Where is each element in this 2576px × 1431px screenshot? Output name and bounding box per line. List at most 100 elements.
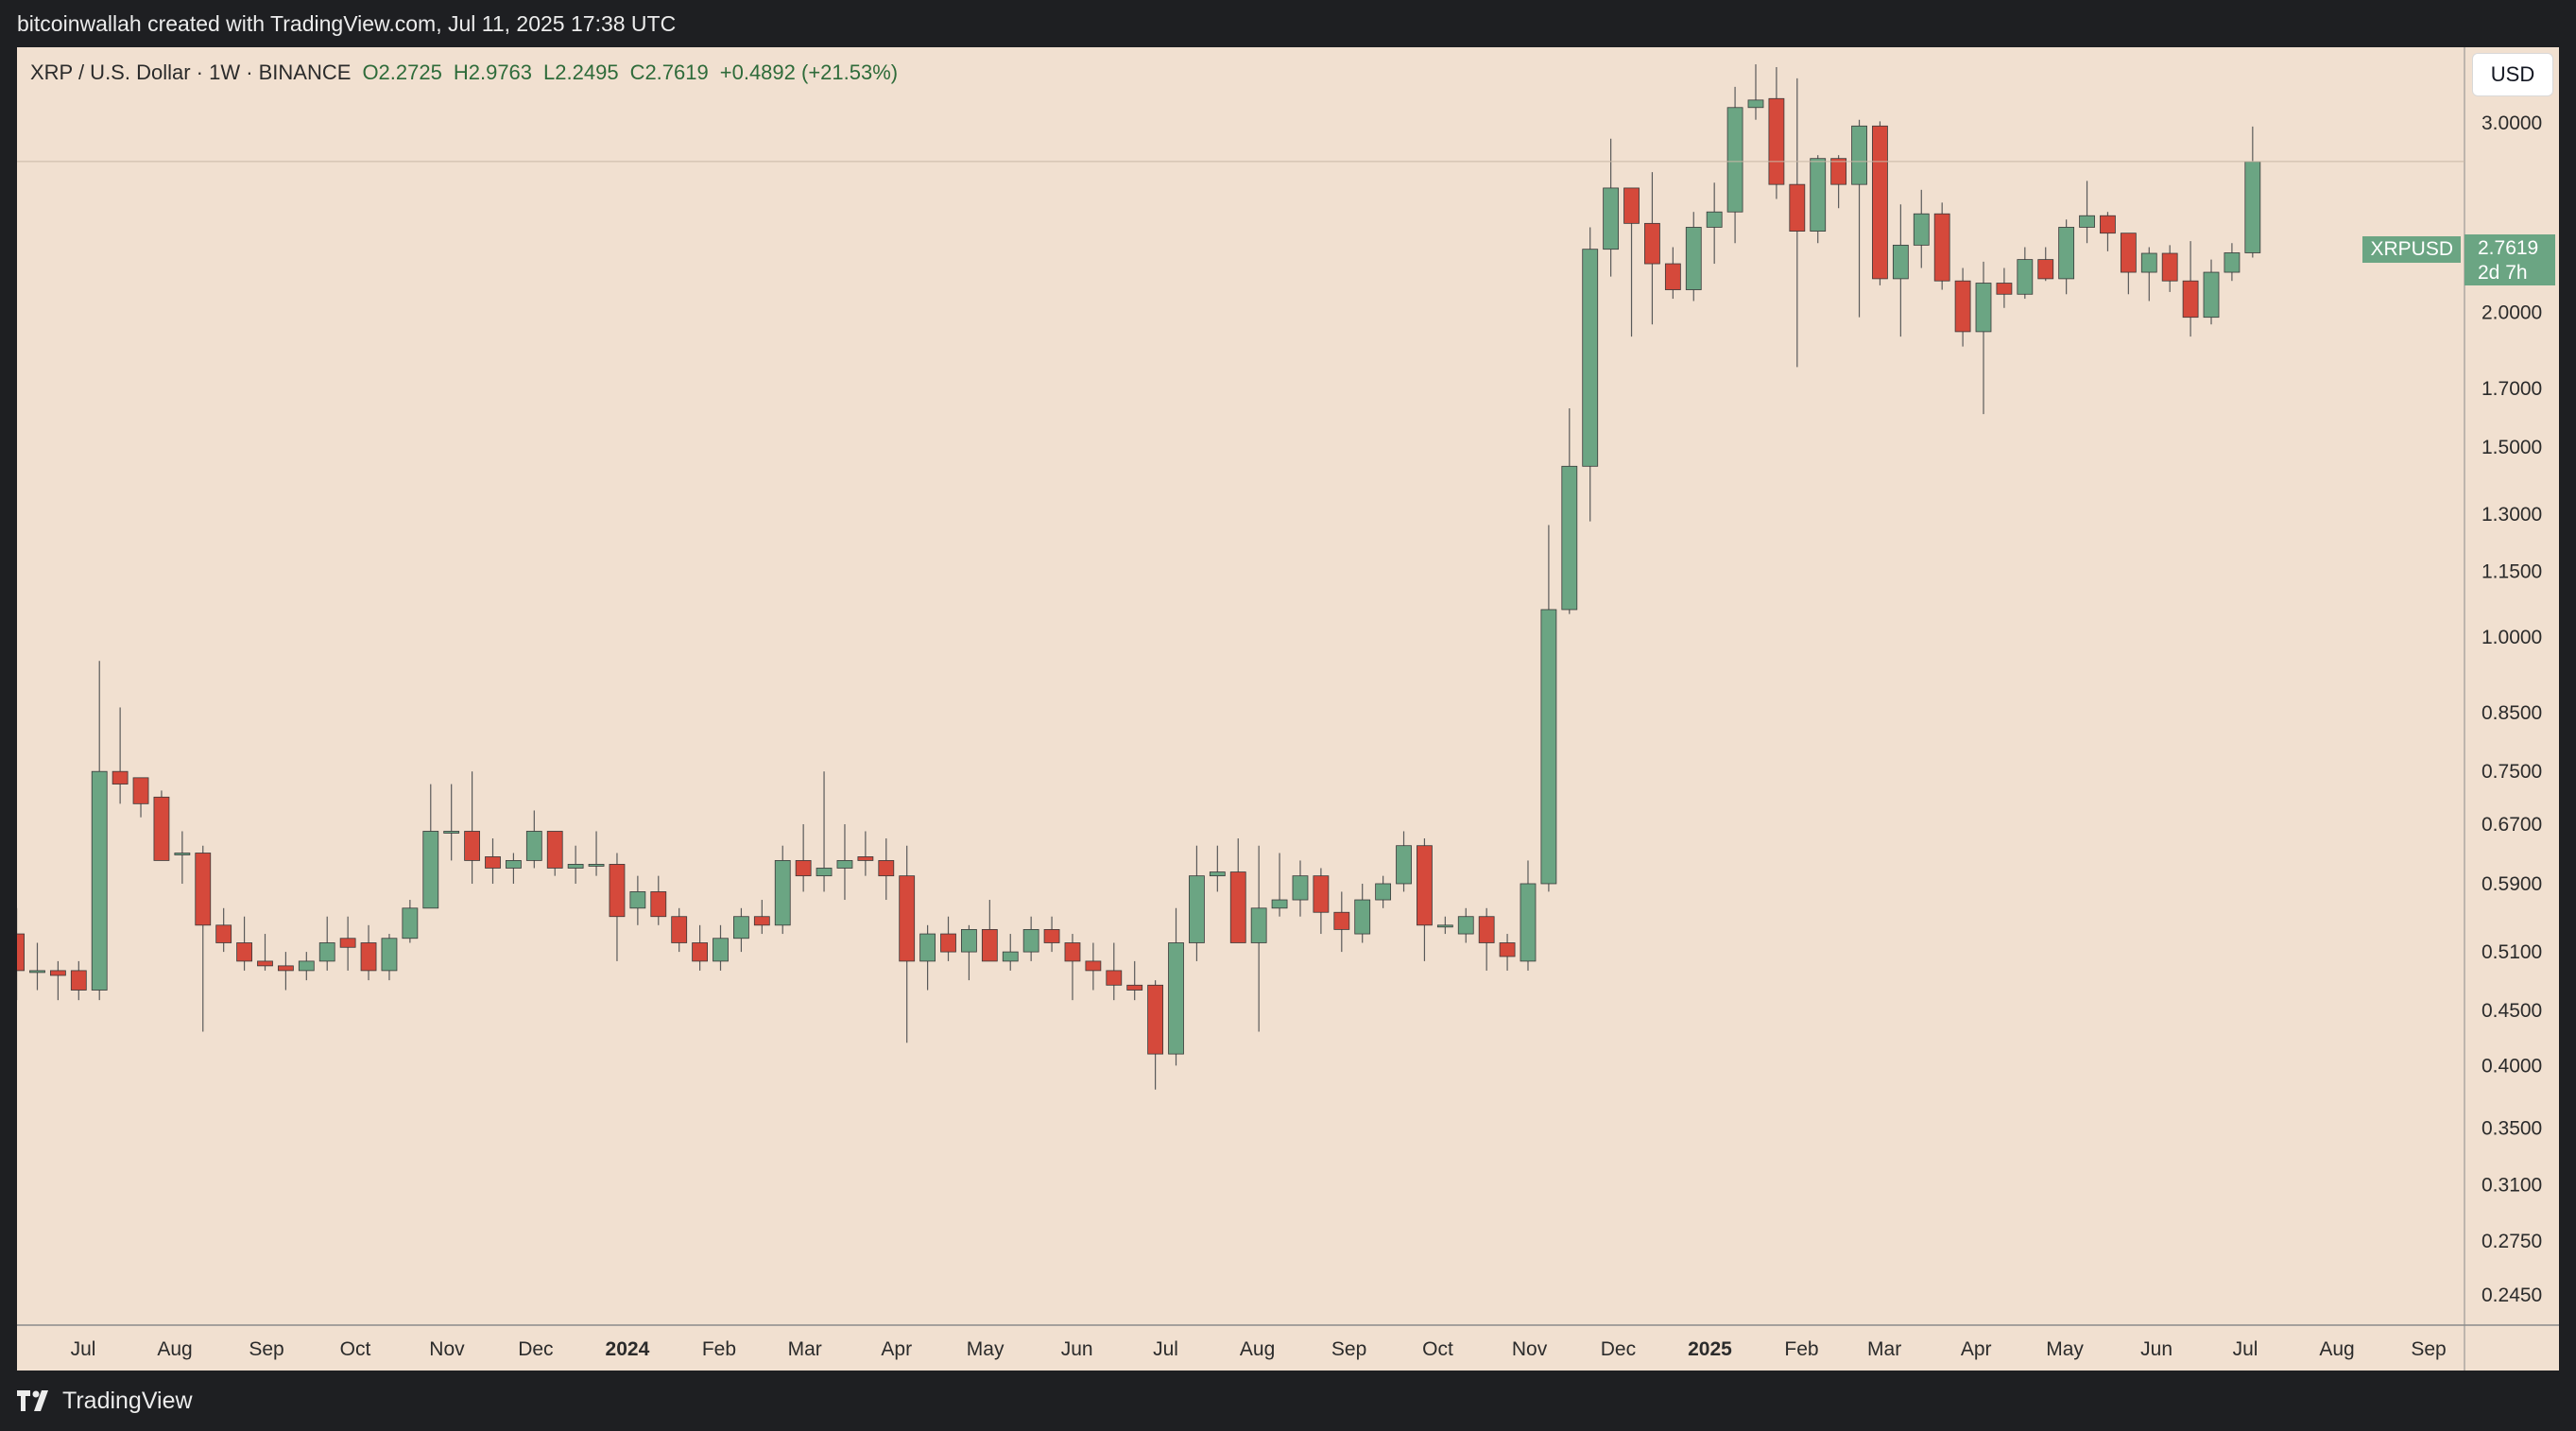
candle-body — [1830, 158, 1847, 185]
candle — [1085, 942, 1102, 991]
candle — [816, 771, 833, 892]
time-tick-label: Jul — [2233, 1338, 2258, 1360]
candle-body — [1913, 213, 1930, 246]
time-tick-label: Dec — [1601, 1338, 1636, 1360]
candle-body — [1126, 984, 1143, 991]
price-tick-label: 0.5900 — [2482, 873, 2542, 895]
candle — [795, 824, 812, 892]
candle — [70, 960, 87, 1001]
time-tick-label: Jul — [1153, 1338, 1178, 1360]
candle — [298, 952, 315, 981]
close-value: C2.7619 — [629, 60, 709, 84]
currency-button[interactable]: USD — [2472, 53, 2553, 96]
price-axis[interactable]: 3.80003.40003.00002.30002.00001.70001.50… — [2482, 47, 2542, 1306]
candle-body — [1043, 929, 1060, 943]
candle — [257, 934, 273, 971]
candle-body — [1396, 845, 1412, 885]
candle-body — [816, 868, 833, 877]
candle-body — [733, 916, 749, 940]
candle — [1209, 845, 1226, 892]
time-tick-label: May — [967, 1338, 1005, 1360]
candle — [1436, 916, 1453, 935]
candle — [132, 777, 149, 818]
candle — [1499, 934, 1516, 971]
candle-body — [464, 831, 480, 861]
price-tick-label: 1.3000 — [2482, 504, 2542, 526]
candle-body — [298, 960, 315, 972]
time-tick-label: Mar — [1867, 1338, 1901, 1360]
candle-body — [318, 942, 335, 962]
candles-layer — [17, 64, 2261, 1090]
candle-body — [1333, 911, 1350, 930]
candle-body — [2017, 259, 2034, 295]
time-tick-label: Oct — [1422, 1338, 1453, 1360]
time-tick-label: Sep — [2411, 1338, 2446, 1360]
candle-body — [671, 916, 688, 943]
candle — [1457, 907, 1474, 943]
candle — [1996, 267, 2013, 308]
candle-body — [1561, 465, 1578, 611]
time-tick-label: Nov — [1512, 1338, 1548, 1360]
time-axis[interactable]: Jul Aug Sep Oct Nov Dec 2024 Feb Mar Apr May Jun Jul… — [71, 1338, 2447, 1360]
candle — [546, 831, 563, 876]
candle — [485, 838, 501, 884]
candle-body — [1106, 970, 1123, 986]
candle — [1313, 868, 1330, 935]
candle-body — [1644, 222, 1660, 265]
candle — [1292, 860, 1309, 917]
candle-body — [443, 831, 460, 834]
candle-body — [1726, 107, 1743, 213]
change-value: +0.4892 (+21.53%) — [719, 60, 899, 84]
price-tick-label: 1.1500 — [2482, 561, 2542, 583]
candle — [961, 924, 977, 981]
candle — [236, 916, 252, 971]
candle-body — [713, 938, 729, 962]
price-tick-label: 0.7500 — [2482, 761, 2542, 783]
candle — [2058, 219, 2075, 295]
candle-body — [1002, 951, 1019, 962]
candle — [1354, 883, 1371, 943]
candle-body — [629, 891, 646, 909]
candle — [422, 784, 439, 909]
candle-body — [1996, 283, 2013, 295]
footer-brand: TradingView — [62, 1387, 193, 1414]
candle-body — [174, 853, 191, 855]
candle-body — [1229, 871, 1246, 943]
candle-body — [1540, 609, 1557, 885]
candle — [1975, 261, 1992, 415]
candle-body — [961, 929, 977, 953]
candle-body — [422, 831, 439, 909]
candle-body — [1168, 942, 1184, 1055]
candle-body — [1685, 227, 1702, 290]
candle — [1561, 407, 1578, 614]
candle-body — [1292, 875, 1309, 901]
candle — [1726, 86, 1743, 244]
candle — [1396, 831, 1412, 892]
price-tick-label: 0.8500 — [2482, 702, 2542, 724]
candle — [339, 916, 356, 971]
candle — [464, 771, 480, 884]
candle-body — [2058, 227, 2075, 280]
candle — [1229, 838, 1246, 943]
candle — [174, 831, 191, 884]
candle-body — [2140, 252, 2157, 273]
candle — [588, 831, 605, 876]
time-tick-label: Apr — [1961, 1338, 1992, 1360]
candle-body — [1209, 871, 1226, 877]
candle — [153, 790, 170, 861]
chart-area[interactable]: 3.80003.40003.00002.30002.00001.70001.50… — [17, 47, 2559, 1371]
candle-body — [29, 970, 45, 974]
candle-body — [1789, 183, 1806, 232]
candle-body — [360, 942, 377, 972]
candle — [609, 853, 626, 961]
time-tick-label: May — [2046, 1338, 2084, 1360]
candle — [2140, 247, 2157, 302]
candle-body — [692, 942, 708, 962]
candlestick-chart[interactable]: 3.80003.40003.00002.30002.00001.70001.50… — [17, 47, 2559, 1371]
candle — [112, 707, 129, 804]
candle — [2161, 245, 2178, 292]
candle-body — [381, 938, 398, 972]
candle — [1168, 907, 1184, 1066]
candle-body — [525, 831, 542, 861]
candle-body — [1664, 263, 1681, 290]
